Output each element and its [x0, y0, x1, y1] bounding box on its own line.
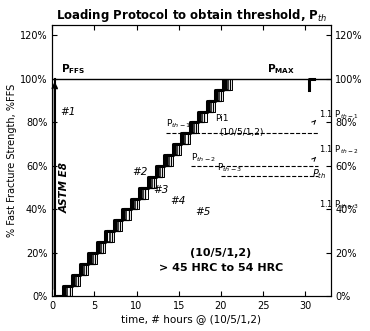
Text: > 45 HRC to 54 HRC: > 45 HRC to 54 HRC — [159, 263, 283, 273]
Text: 1.1 P$_{th-2}$: 1.1 P$_{th-2}$ — [319, 143, 358, 156]
Text: P$_{\mathregular{MAX}}$: P$_{\mathregular{MAX}}$ — [267, 62, 295, 75]
Text: #1: #1 — [61, 107, 76, 117]
X-axis label: time, # hours @ (10/5/1,2): time, # hours @ (10/5/1,2) — [121, 314, 261, 324]
Text: #2: #2 — [132, 167, 148, 177]
Title: Loading Protocol to obtain threshold, P$_{th}$: Loading Protocol to obtain threshold, P$… — [56, 7, 327, 24]
Text: P$_{th-3}$: P$_{th-3}$ — [217, 161, 242, 173]
Text: #4: #4 — [170, 196, 186, 206]
Text: (10/5/1,2): (10/5/1,2) — [190, 248, 252, 258]
Y-axis label: % Fast Fracture Strength, %FFS: % Fast Fracture Strength, %FFS — [7, 84, 17, 237]
Text: 1.1 P$_{th-3}$: 1.1 P$_{th-3}$ — [319, 199, 359, 211]
Text: #3: #3 — [154, 185, 169, 195]
Text: P$_{th-2}$: P$_{th-2}$ — [191, 151, 216, 164]
Text: $\bar{P}_{th}$: $\bar{P}_{th}$ — [312, 166, 326, 181]
Text: (10/5/1,2): (10/5/1,2) — [219, 128, 263, 137]
Text: 1.1 P$_{th-1}$: 1.1 P$_{th-1}$ — [319, 109, 358, 121]
Text: P$_{\mathregular{FFS}}$: P$_{\mathregular{FFS}}$ — [61, 62, 85, 75]
Text: Pi1: Pi1 — [215, 115, 229, 123]
Text: #5: #5 — [196, 207, 211, 216]
Text: P$_{th-1}$: P$_{th-1}$ — [166, 118, 191, 130]
Text: ASTM E8: ASTM E8 — [60, 162, 70, 213]
